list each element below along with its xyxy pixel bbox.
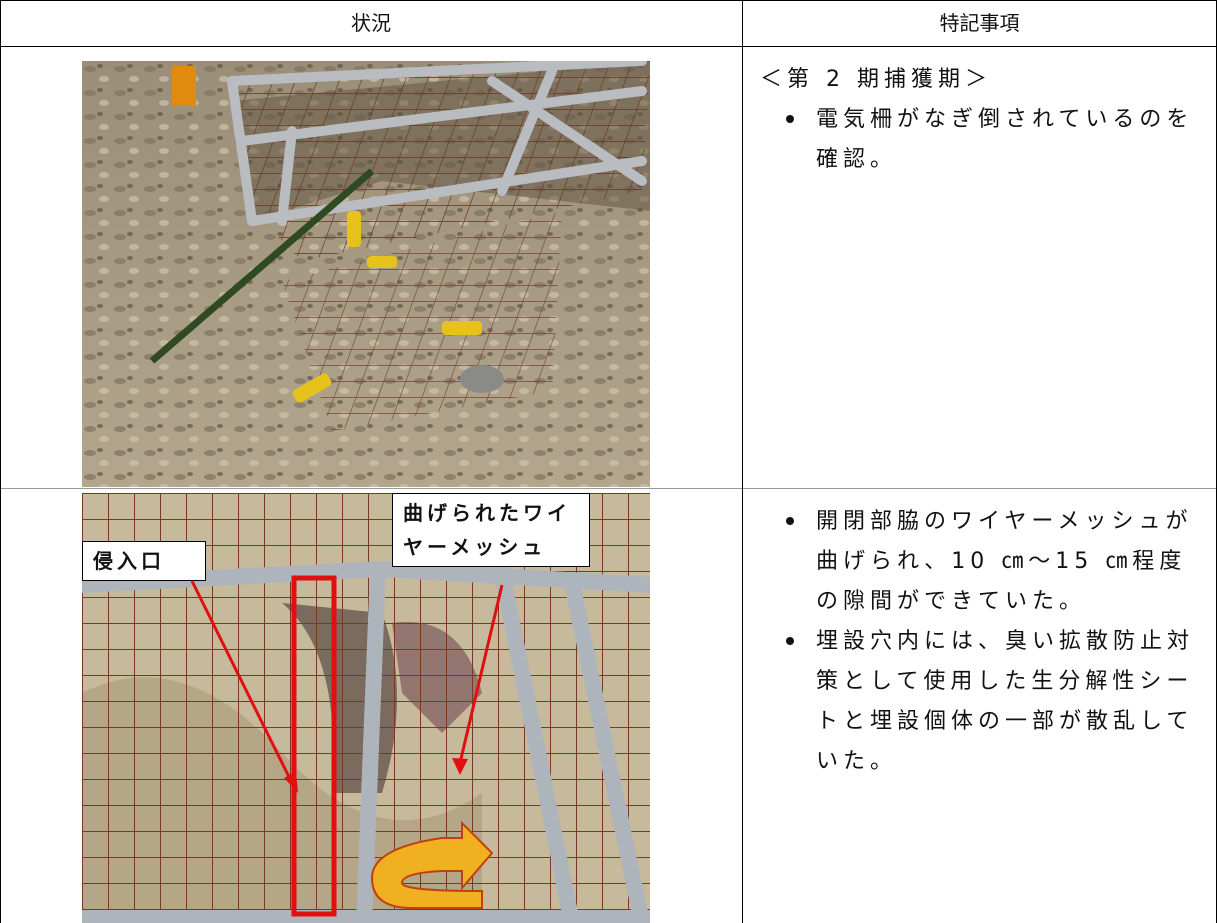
note: 埋設穴内には、臭い拡散防止対策として使用した生分解性シートと埋設個体の一部が散乱… <box>786 622 1197 782</box>
note: 開閉部脇のワイヤーメッシュが曲げられ、10 ㎝～15 ㎝程度の隙間ができていた。 <box>786 502 1197 622</box>
notes-list: 電気柵がなぎ倒されているのを確認。 <box>760 100 1197 180</box>
header-cell: 特記事項 <box>939 11 1020 35</box>
notes-cell: ＜第 2 期捕獲期＞ 電気柵がなぎ倒されているのを確認。 <box>742 46 1217 180</box>
border <box>0 0 1 923</box>
photo-callout: 侵入口 <box>82 541 206 581</box>
border <box>0 0 1217 1</box>
notes-list: 開閉部脇のワイヤーメッシュが曲げられ、10 ㎝～15 ㎝程度の隙間ができていた。… <box>760 502 1197 782</box>
notes-heading: ＜第 2 期捕獲期＞ <box>760 67 992 92</box>
note: 電気柵がなぎ倒されているのを確認。 <box>786 100 1197 180</box>
border <box>0 488 1217 489</box>
photo-fence <box>82 61 650 487</box>
notes-cell: 開閉部脇のワイヤーメッシュが曲げられ、10 ㎝～15 ㎝程度の隙間ができていた。… <box>742 488 1217 782</box>
border <box>0 46 1217 47</box>
photo-callout: 曲げられたワイヤーメッシュ <box>392 493 590 567</box>
header-cell: 状況 <box>351 11 391 35</box>
photo-mesh: 侵入口 曲げられたワイヤーメッシュ <box>82 493 650 923</box>
border <box>742 0 743 923</box>
